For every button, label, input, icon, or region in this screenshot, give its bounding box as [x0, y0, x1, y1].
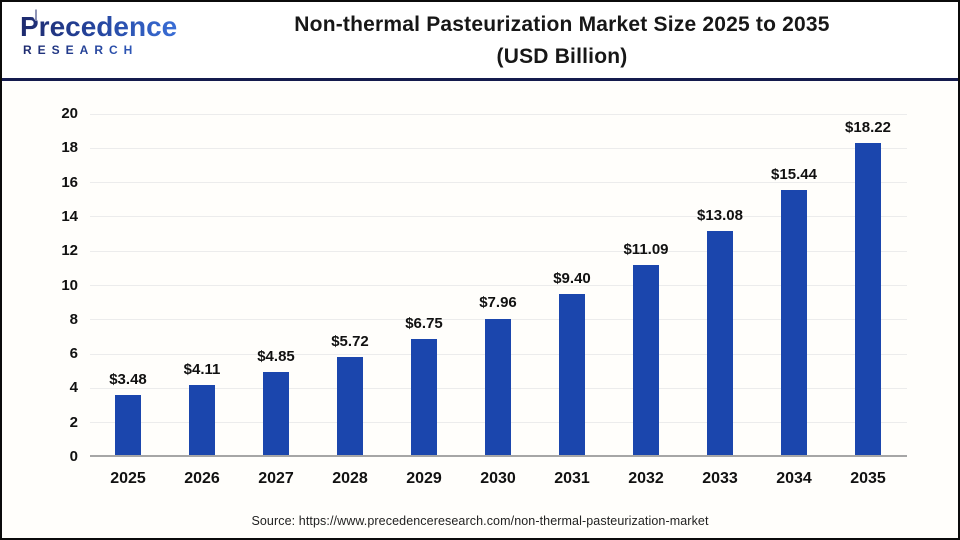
bar-value-label: $7.96 — [479, 294, 517, 312]
logo-wordmark: Precedence — [20, 12, 180, 42]
bar-2029 — [411, 339, 437, 455]
bar-2034 — [781, 190, 807, 455]
bar-2030 — [485, 318, 511, 455]
gridline — [90, 113, 907, 115]
plot-area: $3.48 2025 $4.11 2026 $4.85 2027 $5.72 2028 $6.7… — [90, 113, 907, 487]
bar-value-label: $4.85 — [257, 347, 295, 365]
x-axis-label: 2026 — [184, 470, 220, 487]
bar-2025 — [115, 395, 141, 455]
x-axis-label: 2029 — [406, 470, 442, 487]
y-axis-tick-label: 20 — [61, 105, 78, 122]
gridline — [90, 216, 907, 218]
x-axis-label: 2033 — [702, 470, 738, 487]
bar-2031 — [559, 293, 585, 455]
bar-chart: 0 2 4 6 8 10 12 14 16 18 20 $3.48 2025 $4.11 2026 $4.8… — [2, 84, 958, 504]
source-text: Source: https://www.precedenceresearch.c… — [251, 514, 709, 528]
header: Precedence RESEARCH Non-thermal Pasteuri… — [2, 2, 958, 81]
gridline — [90, 250, 907, 252]
bar-2035 — [855, 142, 881, 455]
bar-value-label: $15.44 — [771, 166, 817, 184]
leaf-icon — [32, 8, 40, 21]
x-axis-label: 2030 — [480, 470, 516, 487]
bar-2027 — [263, 371, 289, 455]
precedence-logo: Precedence RESEARCH — [20, 8, 180, 57]
bar-value-label: $13.08 — [697, 206, 743, 224]
bar-value-label: $6.75 — [405, 315, 443, 333]
title-line-2: (USD Billion) — [496, 45, 628, 68]
y-axis-tick-label: 2 — [69, 413, 78, 431]
x-axis-label: 2028 — [332, 470, 368, 487]
y-axis: 0 2 4 6 8 10 12 14 16 18 20 — [2, 84, 78, 504]
logo-subtext: RESEARCH — [20, 43, 180, 57]
y-axis-tick-label: 10 — [61, 276, 78, 294]
title-line-1: Non-thermal Pasteurization Market Size 2… — [294, 13, 830, 36]
gridline — [90, 147, 907, 149]
bar-2033 — [707, 230, 733, 455]
y-axis-tick-label: 16 — [61, 173, 78, 191]
gridline — [90, 182, 907, 184]
bar-value-label: $4.11 — [183, 360, 221, 378]
y-axis-tick-label: 8 — [69, 310, 78, 328]
x-axis-label: 2035 — [850, 470, 886, 487]
bar-value-label: $5.72 — [331, 332, 369, 350]
y-axis-tick-label: 18 — [61, 139, 78, 157]
x-axis-label: 2034 — [776, 470, 812, 487]
x-axis-label: 2025 — [110, 470, 146, 487]
y-axis-tick-label: 4 — [69, 379, 78, 397]
bar-2026 — [189, 384, 215, 455]
y-axis-tick-label: 14 — [61, 207, 78, 225]
x-axis-label: 2027 — [258, 470, 294, 487]
bar-value-label: $18.22 — [845, 118, 891, 136]
bar-2028 — [337, 356, 363, 455]
x-axis-label: 2031 — [554, 470, 590, 487]
bar-value-label: $9.40 — [553, 269, 591, 287]
y-axis-tick-label: 0 — [69, 448, 78, 465]
x-axis-label: 2032 — [628, 470, 664, 487]
bar-2032 — [633, 264, 659, 455]
y-axis-tick-label: 6 — [69, 345, 78, 363]
page-title: Non-thermal Pasteurization Market Size 2… — [174, 9, 950, 73]
bar-value-label: $11.09 — [623, 240, 669, 258]
gridline — [90, 285, 907, 286]
footer: Source: https://www.precedenceresearch.c… — [2, 512, 958, 530]
y-axis-tick-label: 12 — [61, 242, 78, 260]
bar-value-label: $3.48 — [109, 371, 147, 389]
